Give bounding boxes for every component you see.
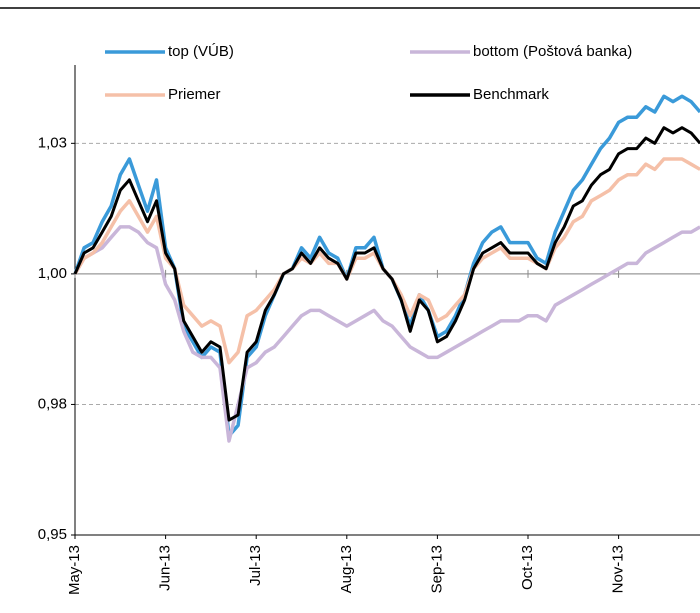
y-tick-label: 1,00 <box>38 265 67 282</box>
x-tick-label: Jul-13 <box>247 545 264 586</box>
legend-label: bottom (Poštová banka) <box>473 43 632 60</box>
x-tick-label: Aug-13 <box>338 545 355 593</box>
legend-label: Priemer <box>168 86 221 103</box>
y-tick-label: 1,03 <box>38 134 67 151</box>
series-line <box>73 94 700 438</box>
y-tick-label: 0,98 <box>38 395 67 412</box>
series-line <box>73 225 700 443</box>
x-tick-label: Jun-13 <box>157 545 174 591</box>
series-line <box>73 126 700 422</box>
x-tick-label: May-13 <box>66 545 83 595</box>
x-tick-label: Oct-13 <box>519 545 536 590</box>
legend-label: Benchmark <box>473 86 549 103</box>
y-tick-label: 0,95 <box>38 526 67 543</box>
x-tick-label: Nov-13 <box>610 545 627 593</box>
legend-label: top (VÚB) <box>168 43 234 60</box>
x-tick-label: Sep-13 <box>428 545 445 593</box>
